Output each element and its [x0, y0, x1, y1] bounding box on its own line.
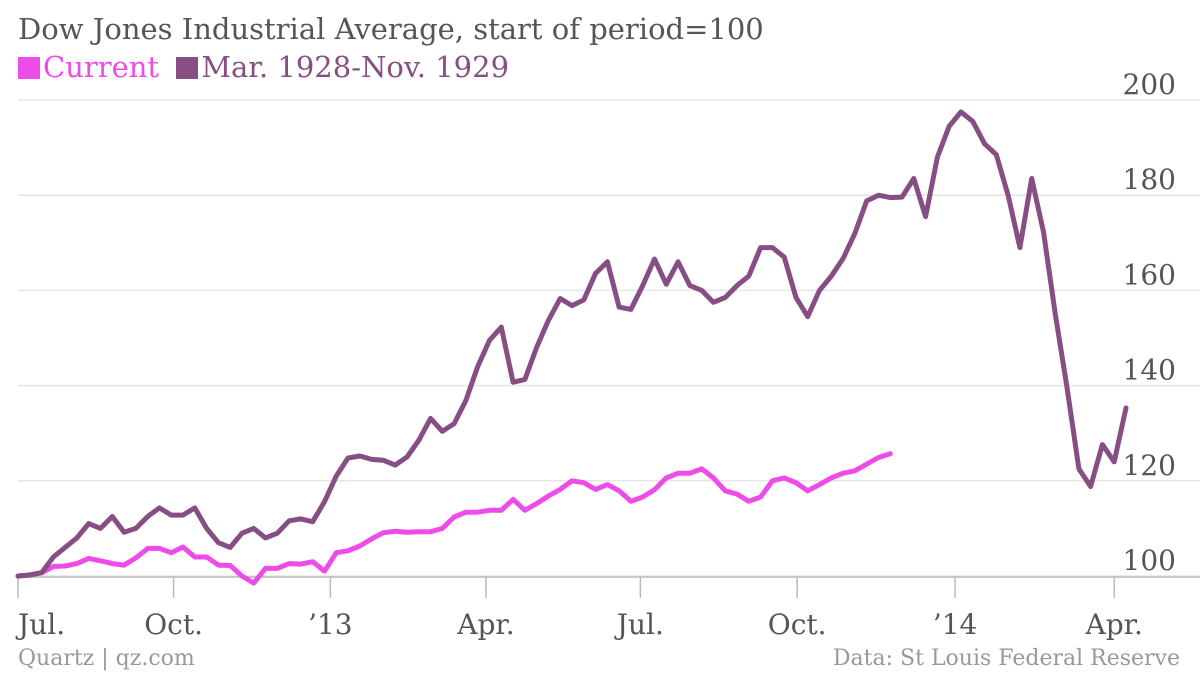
- x-tick-label: ’13: [308, 608, 353, 641]
- chart-title: Dow Jones Industrial Average, start of p…: [18, 12, 764, 46]
- y-tick-label: 160: [1123, 258, 1176, 291]
- legend-item-1928: Mar. 1928-Nov. 1929: [176, 50, 509, 84]
- x-tick-label: Jul.: [15, 608, 65, 641]
- series-line-current: [15, 451, 893, 586]
- x-tick-label: Oct.: [144, 608, 203, 641]
- x-tick-label: Oct.: [768, 608, 827, 641]
- footer-source-right: Data: St Louis Federal Reserve: [832, 646, 1180, 671]
- y-tick-label: 180: [1123, 163, 1176, 196]
- y-tick-label: 100: [1123, 544, 1176, 577]
- y-tick-label: 200: [1123, 68, 1176, 101]
- x-axis: Jul. Oct. ’13 Apr. Jul. Oct. ’14 Apr.: [15, 576, 1200, 641]
- legend: Current Mar. 1928-Nov. 1929: [18, 50, 517, 84]
- y-tick-label: 140: [1123, 354, 1176, 387]
- x-tick-label: Jul.: [614, 608, 664, 641]
- y-axis-labels: 100 120 140 160 180 200: [1123, 68, 1176, 577]
- x-tick-label: Apr.: [456, 608, 514, 641]
- footer-source-left: Quartz | qz.com: [18, 646, 195, 671]
- legend-swatch-current: [18, 57, 40, 79]
- x-tick-label: ’14: [933, 608, 978, 641]
- y-tick-label: 120: [1123, 449, 1176, 482]
- legend-item-current: Current: [18, 50, 159, 84]
- gridlines: [18, 99, 1200, 577]
- x-tick-label: Apr.: [1085, 608, 1143, 641]
- legend-label-1928: Mar. 1928-Nov. 1929: [201, 50, 510, 84]
- series-lines: [15, 109, 1129, 586]
- series-line-1928-1929: [15, 109, 1129, 579]
- legend-swatch-1928: [176, 57, 199, 79]
- legend-label-current: Current: [43, 50, 160, 84]
